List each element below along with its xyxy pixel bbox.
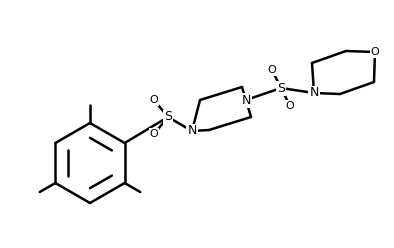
Text: O: O bbox=[150, 129, 158, 139]
Text: S: S bbox=[277, 82, 285, 94]
Text: N: N bbox=[187, 124, 197, 137]
Text: N: N bbox=[241, 93, 251, 106]
Text: O: O bbox=[150, 95, 158, 105]
Text: S: S bbox=[164, 111, 172, 124]
Text: O: O bbox=[268, 65, 276, 75]
Text: N: N bbox=[309, 87, 319, 99]
Text: O: O bbox=[286, 101, 294, 111]
Text: O: O bbox=[371, 47, 379, 57]
